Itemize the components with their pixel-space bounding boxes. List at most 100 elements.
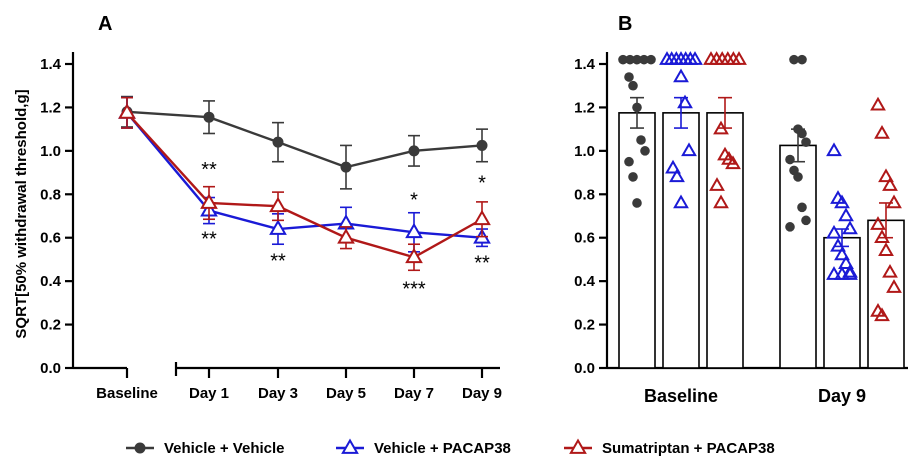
data-point bbox=[801, 137, 811, 147]
data-point bbox=[797, 202, 807, 213]
data-point bbox=[669, 168, 685, 183]
data-point bbox=[709, 177, 725, 191]
y-tick-label: 0.8 bbox=[40, 186, 61, 203]
y-tick-label: 0.8 bbox=[574, 186, 595, 203]
data-point bbox=[874, 229, 890, 243]
panel-label-b: B bbox=[618, 13, 632, 35]
data-point bbox=[200, 193, 218, 209]
y-tick-label: 0.2 bbox=[40, 317, 61, 334]
legend-item: Vehicle + PACAP38 bbox=[336, 438, 511, 457]
data-point bbox=[878, 242, 894, 256]
data-point bbox=[677, 94, 693, 109]
data-point bbox=[797, 128, 807, 139]
data-point bbox=[203, 111, 215, 123]
data-point bbox=[340, 161, 352, 173]
x-tick-label: Baseline bbox=[96, 385, 158, 402]
data-point bbox=[834, 266, 850, 280]
data-point bbox=[874, 307, 890, 322]
data-point bbox=[731, 51, 747, 65]
data-point bbox=[625, 54, 635, 65]
legend-item: Vehicle + Vehicle bbox=[126, 440, 285, 457]
legend-marker bbox=[569, 438, 587, 454]
y-tick-label: 1.4 bbox=[574, 56, 596, 73]
x-group-label: Day 9 bbox=[818, 386, 866, 406]
data-point bbox=[118, 103, 136, 119]
y-tick-label: 0.4 bbox=[574, 273, 596, 290]
significance-label: ** bbox=[201, 159, 217, 181]
bar bbox=[706, 112, 744, 369]
data-point bbox=[337, 228, 355, 244]
significance-label: * bbox=[410, 190, 418, 212]
data-point bbox=[789, 54, 799, 65]
panel-label-a: A bbox=[98, 13, 112, 35]
data-point bbox=[713, 194, 729, 209]
data-point bbox=[665, 159, 681, 174]
y-tick-label: 0.4 bbox=[40, 273, 62, 290]
y-tick-label: 1.4 bbox=[40, 56, 62, 73]
data-point bbox=[687, 51, 703, 65]
data-point bbox=[272, 136, 284, 148]
data-point bbox=[793, 172, 803, 182]
y-tick-label: 1.0 bbox=[574, 143, 595, 160]
data-point bbox=[639, 54, 649, 65]
legend-label: Vehicle + PACAP38 bbox=[374, 440, 511, 457]
y-tick-label: 1.0 bbox=[40, 143, 61, 160]
data-point bbox=[842, 263, 858, 278]
data-point bbox=[473, 209, 491, 226]
data-point bbox=[681, 142, 697, 157]
data-point bbox=[405, 247, 423, 264]
data-point bbox=[797, 54, 807, 65]
panel-a-line-chart: 0.0 0.2 0.4 0.6 0.8 1.0 1.2 1.4 Baseline Day 1 Day… bbox=[40, 52, 502, 402]
bars-vehicle-vehicle bbox=[618, 54, 817, 369]
data-point bbox=[834, 194, 850, 209]
data-point bbox=[842, 220, 858, 235]
significance-label: ** bbox=[201, 229, 217, 251]
data-point bbox=[628, 172, 638, 182]
significance-label: *** bbox=[402, 279, 426, 301]
data-point bbox=[640, 146, 650, 156]
data-point bbox=[826, 266, 842, 280]
series-line bbox=[126, 112, 483, 259]
y-axis-label: SQRT[50% withdrawal threshold,g] bbox=[13, 89, 30, 338]
data-point bbox=[269, 219, 287, 235]
y-tick-label: 1.2 bbox=[40, 99, 61, 116]
data-point bbox=[882, 263, 898, 278]
data-point bbox=[838, 255, 854, 269]
bars-sumatriptan-pacap38 bbox=[703, 51, 905, 369]
bars-vehicle-pacap38 bbox=[659, 51, 861, 369]
data-point bbox=[725, 155, 741, 170]
bar bbox=[618, 112, 656, 369]
data-point bbox=[408, 145, 420, 157]
data-point bbox=[624, 72, 634, 82]
data-point bbox=[618, 54, 628, 65]
data-point bbox=[878, 168, 894, 183]
data-point bbox=[801, 215, 811, 226]
data-point bbox=[636, 135, 646, 145]
legend-label: Sumatriptan + PACAP38 bbox=[602, 440, 775, 457]
legend-marker bbox=[341, 438, 359, 454]
data-point bbox=[842, 266, 858, 280]
data-point bbox=[632, 54, 642, 65]
significance-label: * bbox=[478, 172, 486, 194]
y-tick-label: 0.6 bbox=[574, 230, 595, 247]
data-point bbox=[785, 154, 795, 165]
y-tick-label: 0.0 bbox=[40, 360, 61, 377]
data-point bbox=[882, 177, 898, 191]
data-point bbox=[632, 198, 642, 208]
data-point bbox=[886, 194, 902, 209]
data-point bbox=[830, 237, 846, 252]
x-tick-label: Day 9 bbox=[462, 385, 502, 402]
y-tick-label: 0.2 bbox=[574, 317, 595, 334]
y-tick-label: 1.2 bbox=[574, 99, 595, 116]
data-point bbox=[269, 196, 287, 213]
data-point bbox=[870, 96, 886, 111]
series-sumatriptan-pacap38 bbox=[118, 96, 491, 272]
panel-b-bar-chart: 0.0 0.2 0.4 0.6 0.8 1.0 1.2 1.4 Baseline Day 9 bbox=[574, 51, 908, 406]
x-tick-label: Day 3 bbox=[258, 385, 298, 402]
legend-item: Sumatriptan + PACAP38 bbox=[564, 438, 775, 457]
data-point bbox=[785, 222, 795, 232]
data-point bbox=[673, 194, 689, 209]
x-group-label: Baseline bbox=[644, 386, 718, 406]
data-point bbox=[673, 68, 689, 83]
bar bbox=[779, 144, 817, 369]
